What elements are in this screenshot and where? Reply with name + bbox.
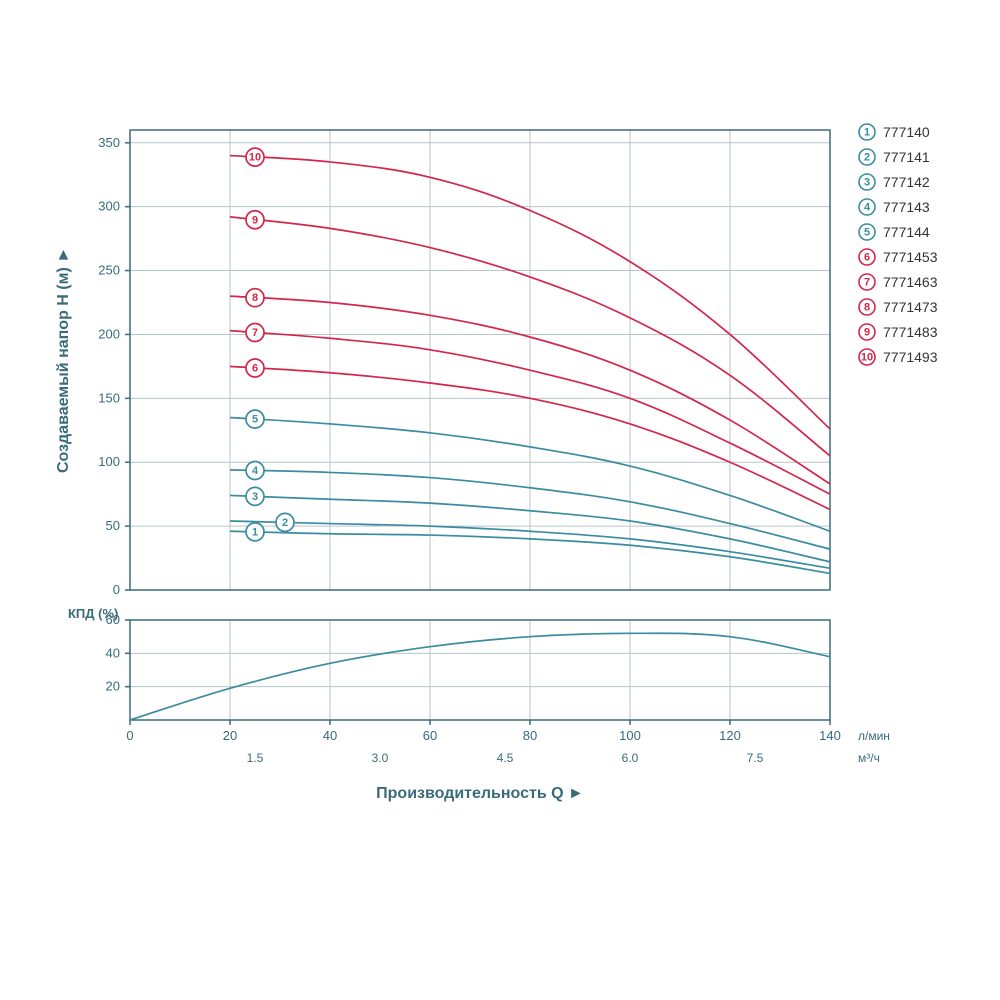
xtick1-label: 100 (619, 728, 641, 743)
xtick2-label: 6.0 (622, 751, 639, 765)
legend-marker-num-8: 8 (864, 302, 870, 314)
legend-label-9: 7771483 (883, 324, 938, 340)
legend-marker-num-10: 10 (861, 352, 873, 364)
kpd-curve (130, 633, 830, 720)
legend-marker-num-3: 3 (864, 177, 870, 189)
legend-label-10: 7771493 (883, 349, 938, 365)
legend-label-3: 777142 (883, 174, 930, 190)
x-unit1: л/мин (858, 729, 890, 743)
legend-marker-num-7: 7 (864, 277, 870, 289)
legend-marker-num-4: 4 (864, 202, 871, 214)
xtick1-label: 120 (719, 728, 741, 743)
xtick1-label: 140 (819, 728, 841, 743)
ytick-label: 50 (106, 518, 120, 533)
ytick-label: 0 (113, 582, 120, 597)
curve-marker-label-10: 10 (249, 152, 261, 164)
xtick2-label: 3.0 (372, 751, 389, 765)
ytick-label: 350 (98, 135, 120, 150)
legend-label-8: 7771473 (883, 299, 938, 315)
ytick-label: 150 (98, 390, 120, 405)
x-axis-label: Производительность Q ► (376, 785, 584, 802)
ytick2-label: 40 (106, 645, 120, 660)
curve-marker-label-6: 6 (252, 362, 258, 374)
legend-label-5: 777144 (883, 224, 930, 240)
x-unit2: м³/ч (858, 751, 880, 765)
ytick-label: 200 (98, 326, 120, 341)
legend-marker-num-2: 2 (864, 152, 870, 164)
legend-label-6: 7771453 (883, 249, 938, 265)
xtick1-label: 20 (223, 728, 237, 743)
curve-marker-label-8: 8 (252, 292, 258, 304)
curve-marker-label-9: 9 (252, 214, 258, 226)
legend-label-1: 777140 (883, 124, 930, 140)
legend-marker-num-5: 5 (864, 227, 870, 239)
legend-label-2: 777141 (883, 149, 930, 165)
legend-label-7: 7771463 (883, 274, 938, 290)
xtick1-label: 40 (323, 728, 337, 743)
xtick1-label: 80 (523, 728, 537, 743)
pump-chart: 0501001502002503003502040600204060801001… (0, 0, 1000, 1000)
curve-marker-label-5: 5 (252, 414, 258, 426)
legend-label-4: 777143 (883, 199, 930, 215)
y-axis-label: Создаваемый напор Н (м) ► (55, 247, 72, 473)
curve-marker-label-7: 7 (252, 327, 258, 339)
xtick2-label: 1.5 (247, 751, 264, 765)
xtick2-label: 4.5 (497, 751, 514, 765)
ytick-label: 100 (98, 454, 120, 469)
xtick2-label: 7.5 (747, 751, 764, 765)
ytick-label: 300 (98, 199, 120, 214)
ytick2-label: 20 (106, 679, 120, 694)
ytick-label: 250 (98, 263, 120, 278)
plot2-frame (130, 620, 830, 720)
curve-marker-label-3: 3 (252, 491, 258, 503)
legend-marker-num-9: 9 (864, 327, 870, 339)
xtick1-label: 60 (423, 728, 437, 743)
curve-marker-label-2: 2 (282, 517, 288, 529)
kpd-label: КПД (%) (68, 606, 118, 621)
legend-marker-num-6: 6 (864, 252, 870, 264)
curve-marker-label-1: 1 (252, 526, 258, 538)
legend-marker-num-1: 1 (864, 127, 870, 139)
curve-marker-label-4: 4 (252, 465, 259, 477)
xtick1-label: 0 (126, 728, 133, 743)
